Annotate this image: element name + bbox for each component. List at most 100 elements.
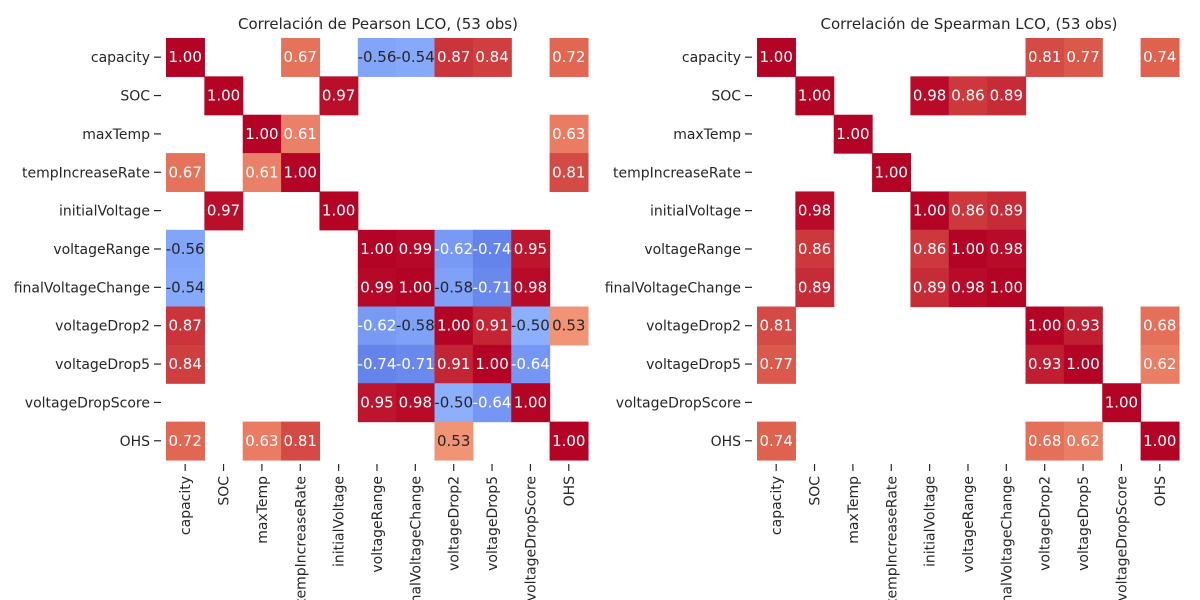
spearman-cell: [910, 191, 950, 231]
pearson-cell-value: 0.67: [168, 163, 201, 181]
spearman-cell: [1063, 38, 1103, 77]
spearman-cell-value: 0.98: [798, 202, 831, 220]
pearson-cell-value: -0.71: [396, 355, 435, 373]
pearson-cell: [434, 229, 474, 269]
spearman-cell-value: 1.00: [1143, 432, 1176, 450]
spearman-cells: 1.00 0.81 0.77 0.74 1.00 0.98 0.86 0.89 1.00 1.00…: [757, 38, 1180, 461]
pearson-cell: [166, 306, 205, 346]
spearman-cell: [757, 344, 796, 384]
spearman-cell-value: 0.62: [1066, 432, 1099, 450]
pearson-cell-value: 0.95: [514, 240, 547, 258]
pearson-cell: [472, 383, 512, 423]
pearson-cell: [166, 268, 205, 308]
spearman-x-tick-label: voltageDrop5: [1076, 476, 1092, 571]
spearman-cell-value: 0.86: [951, 202, 984, 220]
pearson-y-tick-label: capacity: [91, 50, 150, 66]
spearman-cell: [987, 229, 1027, 269]
spearman-cell-value: 1.00: [990, 278, 1023, 296]
pearson-cell-value: 0.91: [437, 355, 470, 373]
spearman-x-tick-label: SOC: [808, 476, 824, 506]
pearson-cell: [357, 383, 397, 423]
pearson-heatmap: Correlación de Pearson LCO, (53 obs) 1.0…: [14, 15, 589, 600]
spearman-cell-value: 1.00: [759, 48, 792, 66]
pearson-y-tick-label: voltageDropScore: [25, 395, 150, 411]
pearson-cell-value: -0.64: [473, 393, 512, 411]
spearman-cell-value: 1.00: [913, 202, 946, 220]
pearson-cell-value: 1.00: [207, 87, 240, 105]
pearson-cell: [319, 76, 359, 116]
spearman-cell: [1025, 306, 1065, 346]
spearman-y-tick-label: OHS: [711, 434, 742, 450]
spearman-cell-value: 1.00: [1105, 393, 1138, 411]
pearson-cell: [204, 191, 244, 231]
pearson-cell: [472, 268, 512, 308]
pearson-cell: [472, 306, 512, 346]
pearson-cell: [549, 114, 589, 154]
spearman-cell-value: 0.86: [951, 87, 984, 105]
spearman-cell-value: 0.81: [1028, 48, 1061, 66]
pearson-cell-value: 0.95: [360, 393, 393, 411]
spearman-cell-value: 0.93: [1066, 317, 1099, 335]
pearson-cell-value: -0.62: [358, 317, 397, 335]
pearson-cell: [396, 306, 436, 346]
pearson-cell: [357, 344, 397, 384]
pearson-y-tick-label: OHS: [120, 434, 151, 450]
pearson-cell-value: 0.99: [399, 240, 432, 258]
spearman-y-tick-label: voltageRange: [644, 242, 741, 258]
pearson-cell-value: 0.98: [399, 393, 432, 411]
pearson-cell: [549, 306, 589, 346]
spearman-cell: [987, 268, 1027, 308]
spearman-cell-value: 1.00: [951, 240, 984, 258]
pearson-cell: [242, 153, 282, 193]
spearman-y-tick-label: voltageDropScore: [616, 395, 741, 411]
pearson-cell: [242, 421, 282, 461]
pearson-cell-value: -0.56: [166, 240, 205, 258]
pearson-cell-value: 1.00: [360, 240, 393, 258]
pearson-cell: [396, 383, 436, 423]
pearson-cell-value: 1.00: [399, 278, 432, 296]
pearson-cell: [166, 421, 205, 461]
spearman-cell: [757, 306, 796, 346]
pearson-cell: [166, 229, 205, 269]
spearman-title: Correlación de Spearman LCO, (53 obs): [820, 15, 1117, 33]
spearman-cell-value: 0.68: [1028, 432, 1061, 450]
pearson-cell-value: -0.50: [434, 393, 473, 411]
pearson-cell: [434, 38, 474, 77]
pearson-cell: [319, 191, 359, 231]
pearson-x-tick-label: voltageRange: [370, 476, 386, 573]
pearson-cell-value: 0.97: [322, 87, 355, 105]
pearson-cell: [281, 153, 321, 193]
spearman-cell: [795, 191, 835, 231]
pearson-cell: [357, 38, 397, 77]
spearman-cell: [910, 268, 950, 308]
spearman-cell-value: 0.89: [990, 87, 1023, 105]
spearman-y-ticks: capacity SOC maxTemp tempIncreaseRate initia…: [605, 50, 752, 450]
pearson-cell-value: 0.81: [284, 432, 317, 450]
pearson-x-tick-label: voltageDrop2: [447, 476, 463, 571]
spearman-cell-value: 0.93: [1028, 355, 1061, 373]
pearson-cell-value: -0.74: [473, 240, 512, 258]
pearson-cell: [357, 306, 397, 346]
spearman-cell-value: 0.98: [990, 240, 1023, 258]
pearson-x-tick-label: voltageDropScore: [523, 476, 539, 600]
pearson-cell: [396, 268, 436, 308]
pearson-x-tick-label: finalVoltageChange: [408, 476, 424, 600]
spearman-x-tick-label: voltageDropScore: [1114, 476, 1130, 600]
spearman-cell: [1063, 421, 1103, 461]
pearson-cell-value: 1.00: [168, 48, 201, 66]
spearman-cell: [987, 76, 1027, 116]
pearson-cell-value: -0.58: [396, 317, 435, 335]
pearson-cell: [434, 344, 474, 384]
pearson-cell: [472, 344, 512, 384]
pearson-cell: [396, 344, 436, 384]
spearman-cell: [1025, 421, 1065, 461]
pearson-cell-value: 0.53: [552, 317, 585, 335]
spearman-x-tick-label: capacity: [769, 476, 785, 535]
spearman-cell: [1102, 383, 1142, 423]
pearson-cell-value: 1.00: [475, 355, 508, 373]
pearson-cell: [472, 38, 512, 77]
pearson-cell-value: -0.71: [473, 278, 512, 296]
spearman-y-tick-label: SOC: [711, 89, 741, 105]
spearman-x-tick-label: tempIncreaseRate: [884, 476, 900, 600]
